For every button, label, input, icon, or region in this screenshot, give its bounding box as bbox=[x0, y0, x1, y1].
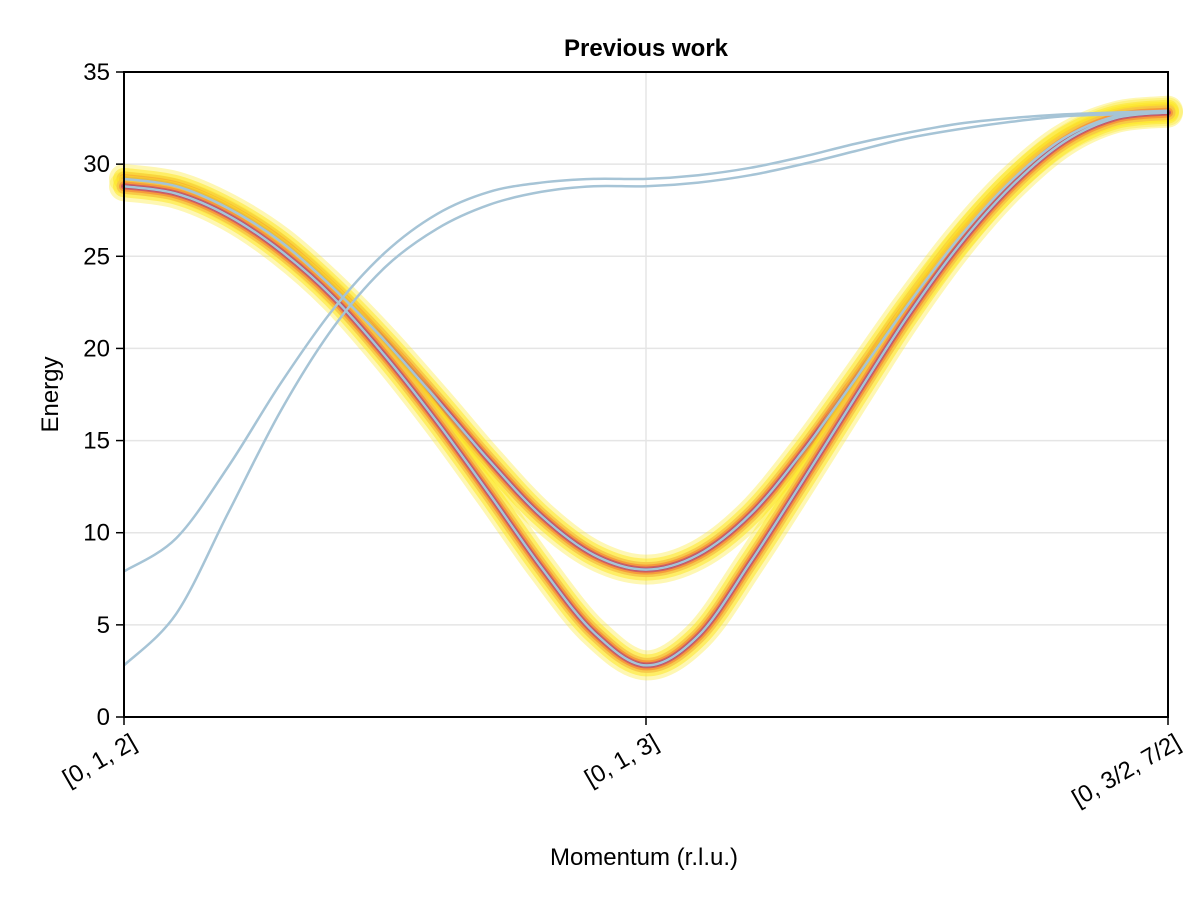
y-tick-label: 35 bbox=[83, 59, 110, 86]
y-tick-label: 0 bbox=[97, 704, 110, 731]
band-center-curve-2 bbox=[123, 111, 1169, 667]
y-axis-label: Energy bbox=[37, 356, 64, 432]
x-tick-label: [0, 3/2, 7/2] bbox=[1067, 729, 1185, 812]
y-tick-label: 5 bbox=[97, 612, 110, 639]
x-axis-label: Momentum (r.l.u.) bbox=[550, 844, 738, 871]
chart-title: Previous work bbox=[564, 35, 729, 62]
y-tick-label: 10 bbox=[83, 520, 110, 547]
y-tick-label: 30 bbox=[83, 151, 110, 178]
y-tick-label: 15 bbox=[83, 428, 110, 455]
band-center-curve-1 bbox=[123, 109, 1169, 571]
dispersion-curve-1 bbox=[123, 109, 1169, 573]
y-tick-label: 20 bbox=[83, 335, 110, 362]
y-tick-label: 25 bbox=[83, 243, 110, 270]
x-tick-label: [0, 1, 3] bbox=[580, 729, 663, 792]
dispersion-curve-2 bbox=[123, 111, 1169, 667]
x-tick-label: [0, 1, 2] bbox=[58, 729, 141, 792]
dispersion-curves bbox=[123, 109, 1169, 667]
